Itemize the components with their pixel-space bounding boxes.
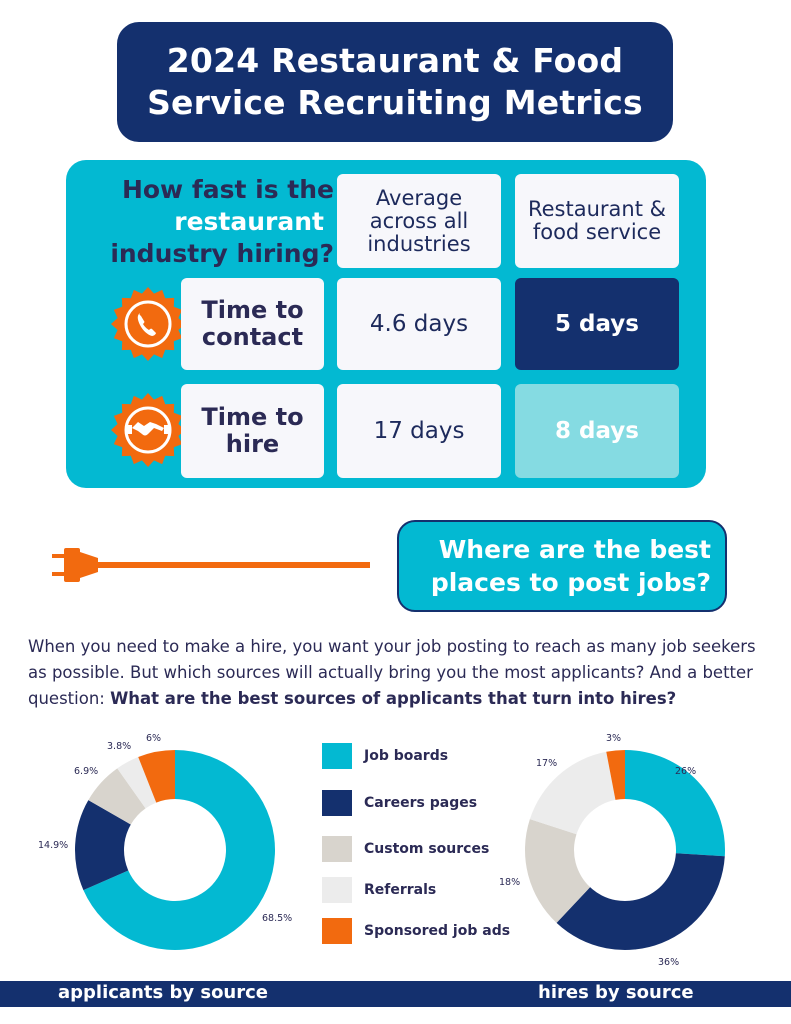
intro-bold-question: What are the best sources of applicants … (110, 689, 677, 708)
legend-referrals: Referrals (322, 877, 436, 903)
percent-label: 18% (499, 877, 521, 888)
phone-icon (111, 287, 185, 361)
slice-sponsored-job-ads (606, 750, 625, 800)
legend-job-boards: Job boards (322, 743, 448, 769)
header-average-all-industries: Average across all industries (337, 174, 501, 268)
slice-custom-sources (88, 768, 146, 825)
power-plug-icon (52, 548, 370, 582)
legend-label: Job boards (364, 748, 449, 764)
restaurant-time-to-contact: 5 days (515, 278, 679, 370)
percent-label: 14.9% (38, 840, 69, 851)
legend-label: Custom sources (364, 841, 490, 857)
hires-by-source-chart (525, 750, 725, 950)
legend-label: Sponsored job ads (364, 923, 511, 939)
hiring-speed-panel: How fast is the restaurant industry hiri… (66, 160, 706, 488)
slice-referrals (117, 757, 157, 809)
legend-label: Referrals (364, 882, 437, 898)
restaurant-time-to-hire: 8 days (515, 384, 679, 478)
header-restaurant-food-service: Restaurant & food service (515, 174, 679, 268)
row-label-time-to-hire: Time to hire (181, 384, 324, 478)
percent-label: 3.8% (107, 741, 132, 752)
best-places-line-1: Where are the best (438, 535, 711, 564)
percent-label: 17% (536, 758, 558, 769)
percent-label: 36% (658, 957, 680, 968)
legend-swatch (322, 877, 352, 903)
best-places-heading: Where are the best places to post jobs? (397, 520, 727, 612)
percent-label: 6% (146, 733, 162, 744)
applicants-by-source-chart (75, 750, 275, 950)
avg-time-to-contact: 4.6 days (337, 278, 501, 370)
legend-swatch (322, 790, 352, 816)
slice-careers-pages (556, 853, 725, 950)
row-label-time-to-contact: Time to contact (181, 278, 324, 370)
slice-custom-sources (525, 819, 591, 923)
question-line-3: industry hiring? (110, 239, 334, 268)
percent-label: 6.9% (74, 766, 99, 777)
legend-swatch (322, 743, 352, 769)
percent-label: 3% (606, 733, 622, 744)
footer-hires-label: hires by source (538, 982, 694, 1003)
percent-label: 68.5% (262, 913, 293, 924)
title-line-2: Service Recruiting Metrics (147, 83, 643, 122)
legend-careers-pages: Careers pages (322, 790, 477, 816)
title-line-1: 2024 Restaurant & Food (166, 41, 624, 80)
handshake-icon (111, 393, 185, 467)
slice-job-boards (625, 750, 725, 857)
legend-label: Careers pages (364, 795, 478, 811)
intro-paragraph: When you need to make a hire, you want y… (28, 634, 768, 712)
footer-applicants-label: applicants by source (58, 982, 269, 1003)
hiring-speed-question: How fast is the restaurant industry hiri… (66, 174, 334, 284)
question-line-2: restaurant (174, 207, 324, 236)
question-line-1: How fast is the (121, 175, 334, 204)
avg-time-to-hire: 17 days (337, 384, 501, 478)
slice-referrals (529, 751, 616, 835)
percent-label: 26% (675, 766, 697, 777)
slice-sponsored-job-ads (138, 750, 175, 803)
slice-careers-pages (75, 800, 131, 891)
footer-bar: applicants by source hires by source (0, 981, 791, 1007)
intro-text: When you need to make a hire, you want y… (28, 637, 756, 708)
legend-sponsored-job-ads: Sponsored job ads (322, 918, 510, 944)
best-places-line-2: places to post jobs? (430, 568, 711, 597)
legend-swatch (322, 836, 352, 862)
slice-job-boards (83, 750, 275, 950)
legend-swatch (322, 918, 352, 944)
legend-custom-sources: Custom sources (322, 836, 489, 862)
title-banner: 2024 Restaurant & Food Service Recruitin… (117, 22, 673, 142)
